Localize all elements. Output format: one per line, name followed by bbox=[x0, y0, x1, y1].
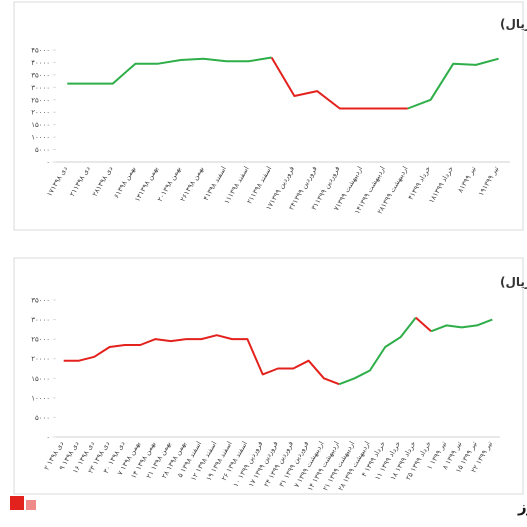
y-tick-label: ۵۰۰۰ bbox=[35, 146, 50, 154]
brand-logo bbox=[10, 496, 36, 510]
y-tick-label: ۱۰۰۰۰ bbox=[31, 394, 50, 402]
y-tick-label: ۰ bbox=[46, 159, 50, 167]
y-tick-label: ۱۰۰۰۰ bbox=[31, 134, 50, 142]
line-series bbox=[67, 56, 272, 85]
line-series bbox=[407, 57, 499, 110]
chart-title: روند قیمتی وکیوم باتوم پالایشگاه تهران (… bbox=[500, 275, 527, 290]
chart-frame bbox=[13, 257, 524, 495]
y-tick-label: ۱۵۰۰۰ bbox=[31, 375, 50, 383]
chart-frame bbox=[13, 1, 524, 231]
y-tick-label: ۱۵۰۰۰ bbox=[31, 121, 50, 129]
y-tick-label: ۰ bbox=[46, 434, 50, 442]
logo-block bbox=[10, 496, 24, 510]
y-tick-label: ۴۵۰۰۰ bbox=[31, 47, 50, 55]
brand-watermark: بورس نیوز bbox=[517, 498, 527, 516]
y-tick-label: ۲۵۰۰۰ bbox=[31, 336, 50, 344]
logo-block bbox=[26, 500, 36, 510]
line-series bbox=[415, 316, 432, 333]
line-series bbox=[338, 316, 417, 386]
chart-title: روند قیمت لوب کات سبک و سنگین پالایشگاه … bbox=[500, 17, 527, 32]
y-tick-label: ۳۰۰۰۰ bbox=[31, 316, 50, 324]
y-tick-label: ۳۰۰۰۰ bbox=[31, 84, 50, 92]
y-tick-label: ۵۰۰۰ bbox=[35, 414, 50, 422]
y-tick-label: ۳۵۰۰۰ bbox=[31, 71, 50, 79]
line-series bbox=[270, 56, 408, 110]
line-series bbox=[63, 334, 340, 386]
y-tick-label: ۳۵۰۰۰ bbox=[31, 297, 50, 305]
y-tick-label: ۲۰۰۰۰ bbox=[31, 109, 50, 117]
line-series bbox=[430, 318, 493, 333]
y-tick-label: ۲۰۰۰۰ bbox=[31, 355, 50, 363]
y-tick-label: ۲۵۰۰۰ bbox=[31, 96, 50, 104]
y-tick-label: ۴۰۰۰۰ bbox=[31, 59, 50, 67]
